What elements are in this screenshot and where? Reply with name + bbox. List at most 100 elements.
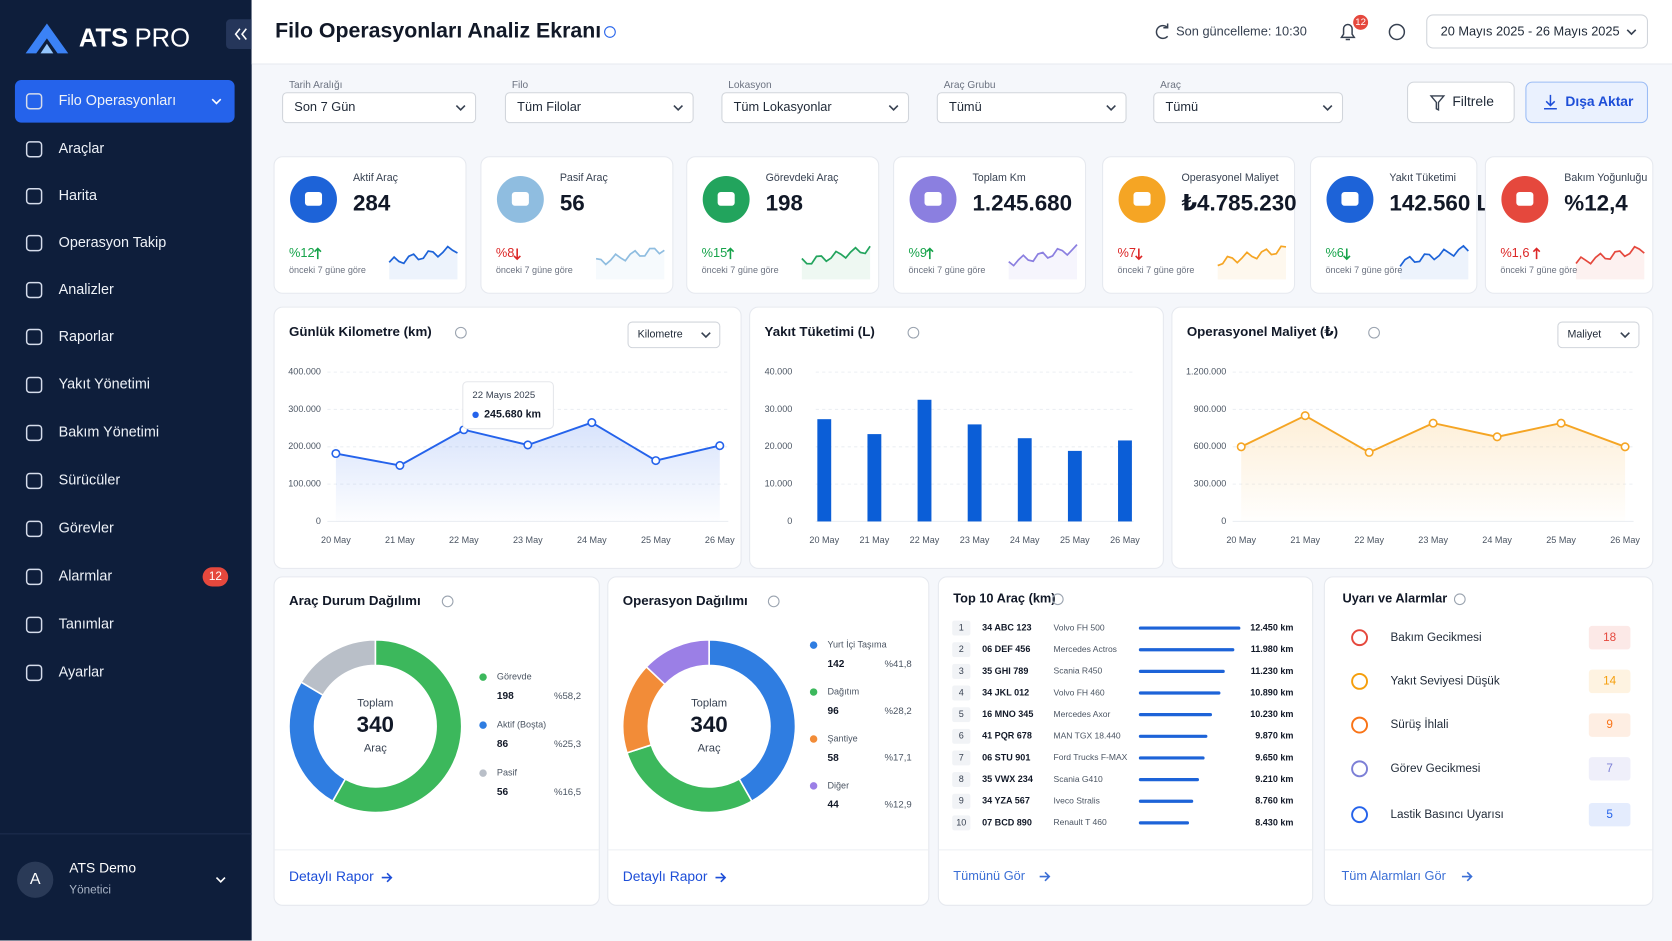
filter-button[interactable] — [1407, 81, 1515, 124]
alert-count: 5 — [1606, 808, 1613, 821]
menu-item[interactable] — [15, 269, 235, 312]
menu-item[interactable] — [15, 460, 235, 503]
km-bar — [1138, 626, 1241, 630]
filter-select[interactable] — [504, 92, 694, 124]
chart-title: Operasyon Dağılımı — [623, 593, 748, 608]
chevron-icon — [1620, 332, 1630, 339]
x-tick-label: 20 May — [1226, 535, 1256, 545]
x-tick-label: 24 May — [1010, 535, 1040, 545]
km-bar — [1138, 756, 1205, 760]
brand-suffix: PRO — [135, 24, 190, 52]
menu-label: Tanımlar — [59, 617, 114, 633]
plate: 16 MNO 345 — [982, 709, 1033, 719]
filter-select[interactable] — [282, 92, 477, 124]
help-icon[interactable] — [1388, 23, 1406, 41]
menu-icon — [25, 424, 43, 442]
plate: 35 GHI 789 — [982, 666, 1028, 676]
card — [937, 576, 1314, 906]
user-name: ATS Demo — [69, 860, 136, 876]
trend-arrow — [1532, 247, 1541, 260]
line-point — [395, 460, 405, 470]
bell-icon[interactable] — [1340, 23, 1356, 41]
rank-box — [952, 620, 971, 636]
sparkline-area — [801, 246, 871, 280]
menu-item[interactable] — [15, 604, 235, 647]
filter-select[interactable] — [721, 92, 910, 124]
legend-dot — [479, 721, 487, 729]
line-point — [1364, 447, 1374, 457]
chevron-icon — [1322, 105, 1333, 111]
sparkline-area — [1576, 246, 1645, 280]
rank: 9 — [959, 796, 964, 806]
km-label: 8.430 km — [1255, 817, 1293, 827]
report-link[interactable]: Detaylı Rapor — [623, 868, 708, 884]
menu-item[interactable] — [15, 316, 235, 359]
legend-percent: %25,3 — [554, 739, 581, 750]
donut-segment — [299, 638, 377, 697]
kpi-value: 1.245.680 — [972, 191, 1072, 216]
date-range-select[interactable] — [1426, 14, 1649, 49]
chevron-icon — [1626, 29, 1637, 36]
user-menu-chevron — [215, 877, 226, 883]
alert-icon — [1351, 672, 1368, 690]
kpi-label: Pasif Araç — [560, 172, 609, 184]
donut-center-label: Toplam — [357, 698, 393, 710]
kpi-change: %15 — [702, 245, 728, 260]
kpi-value: ₺4.785.230 — [1181, 191, 1296, 216]
chart-select[interactable] — [627, 321, 721, 349]
menu-item[interactable] — [15, 128, 235, 171]
legend-dot — [479, 673, 487, 681]
legend-value: 86 — [497, 739, 509, 750]
filter-label: Lokasyon — [728, 80, 771, 91]
y-tick-label: 0 — [316, 516, 321, 526]
legend-percent: %17,1 — [885, 753, 912, 764]
menu-item[interactable] — [15, 508, 235, 551]
trend-arrow — [726, 247, 735, 260]
filter-label: Araç Grubu — [944, 80, 996, 91]
menu-item[interactable] — [15, 175, 235, 218]
filter-select[interactable] — [936, 92, 1127, 124]
report-link[interactable]: Detaylı Rapor — [289, 868, 374, 884]
plate: 06 DEF 456 — [982, 644, 1030, 654]
y-tick-label: 0 — [787, 516, 792, 526]
rank-box — [952, 642, 971, 658]
rank-box — [952, 685, 971, 701]
km-label: 9.210 km — [1255, 774, 1293, 784]
kpi-icon-glyph — [304, 191, 323, 206]
donut-center-unit: Araç — [364, 743, 387, 755]
trend-arrow — [513, 248, 521, 261]
chart-title: Araç Durum Dağılımı — [289, 593, 421, 608]
filter-select[interactable] — [1153, 92, 1344, 124]
rank-box — [952, 707, 971, 723]
x-tick-label: 22 May — [1354, 535, 1384, 545]
x-tick-label: 25 May — [1546, 535, 1576, 545]
date-range: 20 Mayıs 2025 - 26 Mayıs 2025 — [1441, 23, 1620, 38]
view-all-alerts-link[interactable]: Tüm Alarmları Gör — [1341, 868, 1446, 883]
collapse-button[interactable] — [226, 19, 256, 50]
line-point — [1428, 418, 1438, 428]
legend-label: Aktif (Boşta) — [497, 719, 546, 729]
x-tick-label: 21 May — [1290, 535, 1320, 545]
alert-icon — [1351, 629, 1368, 647]
line-point — [715, 441, 725, 451]
menu-icon — [25, 616, 43, 634]
tooltip-title: 22 Mayıs 2025 — [472, 390, 535, 401]
rank-box — [952, 815, 971, 831]
km-label: 9.870 km — [1255, 731, 1293, 741]
model: MAN TGX 18.440 — [1054, 731, 1121, 741]
menu-item-active[interactable] — [14, 79, 235, 123]
alert-icon — [1351, 806, 1368, 824]
menu-item[interactable] — [15, 652, 235, 695]
chart-select[interactable] — [1557, 321, 1640, 349]
info-icon — [767, 595, 780, 608]
km-bar — [1138, 799, 1194, 803]
view-all-link[interactable]: Tümünü Gör — [953, 868, 1025, 883]
menu-item[interactable] — [15, 556, 235, 599]
menu-label: Analizler — [59, 282, 114, 298]
kpi-label: Toplam Km — [972, 172, 1025, 184]
y-tick-label: 300.000 — [288, 404, 321, 414]
menu-label: Ayarlar — [59, 665, 104, 681]
export-button[interactable] — [1525, 81, 1649, 124]
info-icon — [441, 595, 454, 608]
